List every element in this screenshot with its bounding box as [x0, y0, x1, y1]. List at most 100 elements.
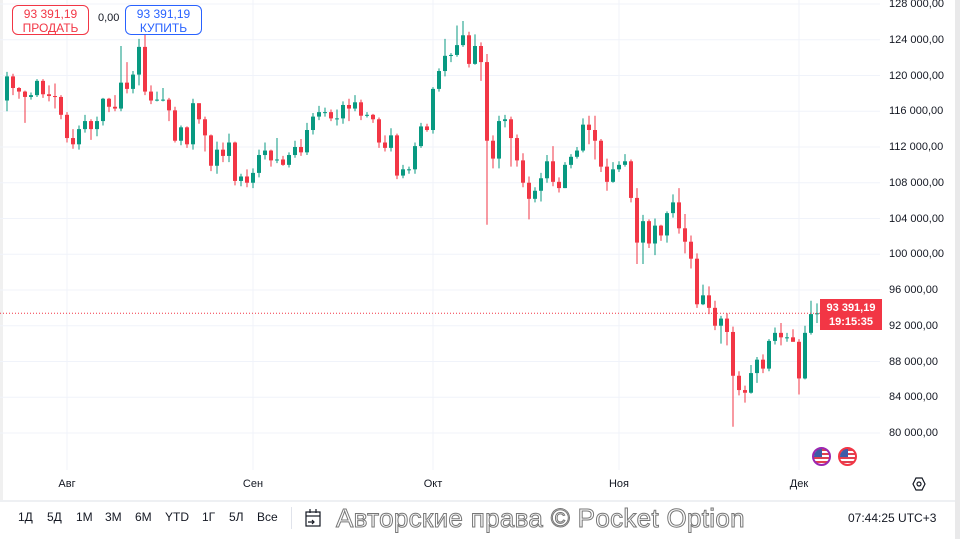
candle	[641, 214, 645, 265]
y-tick-label: 116 000,00	[889, 105, 944, 118]
candle	[509, 116, 513, 167]
candle-body	[161, 99, 165, 101]
candle-body	[77, 129, 81, 145]
candle-body	[125, 82, 129, 89]
candle	[443, 38, 447, 77]
candle-body	[725, 318, 729, 332]
candle	[119, 46, 123, 112]
candle	[455, 25, 459, 57]
candle	[635, 188, 639, 265]
y-tick-label: 104 000,00	[889, 212, 945, 225]
gear-icon[interactable]	[912, 477, 926, 491]
candle-body	[389, 135, 393, 148]
candle	[299, 138, 303, 156]
y-tick-label: 124 000,00	[889, 33, 945, 46]
range-button[interactable]: 6М	[135, 510, 152, 524]
range-button[interactable]: YTD	[165, 510, 189, 524]
range-button[interactable]: 1Д	[18, 510, 33, 524]
range-button[interactable]: Все	[257, 510, 278, 524]
candle-body	[107, 98, 111, 107]
candle-body	[503, 119, 507, 122]
range-button[interactable]: 3М	[105, 510, 122, 524]
candle	[59, 95, 63, 120]
candle	[53, 83, 57, 109]
x-tick-label: Дек	[789, 478, 809, 490]
us-flag-icon[interactable]	[838, 447, 857, 466]
candle	[647, 219, 651, 248]
candle-body	[221, 149, 225, 156]
candle	[707, 286, 711, 315]
candle-body	[17, 88, 21, 92]
candle-body	[401, 169, 405, 176]
candle	[281, 155, 285, 166]
candle	[581, 118, 585, 153]
candle	[389, 128, 393, 152]
clock-timezone[interactable]: 07:44:25 UTC+3	[848, 511, 937, 525]
candle-body	[239, 176, 243, 181]
range-button[interactable]: 1Г	[202, 510, 216, 524]
x-tick-label: Ноя	[608, 478, 630, 490]
range-button[interactable]: 5Д	[47, 510, 62, 524]
candle-body	[59, 96, 63, 115]
candle-body	[593, 130, 597, 141]
candle-body	[797, 341, 801, 379]
buy-price: 93 391,19	[136, 7, 191, 21]
sell-label: ПРОДАТЬ	[22, 21, 79, 35]
candle	[137, 38, 141, 86]
candle-body	[167, 99, 171, 111]
candle-body	[761, 359, 765, 369]
candle-body	[479, 46, 483, 63]
y-tick-label: 100 000,00	[889, 248, 945, 261]
y-tick-label: 96 000,00	[889, 284, 938, 296]
candle-body	[575, 150, 579, 157]
candle	[239, 173, 243, 187]
candle	[719, 315, 723, 344]
candle	[653, 218, 657, 256]
candle-body	[65, 114, 69, 139]
candlestick-chart[interactable]	[0, 0, 880, 470]
candle	[467, 31, 471, 68]
calendar-arrow-icon[interactable]	[304, 508, 322, 528]
candle	[125, 62, 129, 94]
candle-body	[179, 127, 183, 141]
candle	[197, 103, 201, 124]
candle	[293, 140, 297, 158]
candle	[395, 133, 399, 180]
candle	[11, 73, 15, 96]
range-button[interactable]: 5Л	[229, 510, 244, 524]
candle-body	[473, 46, 477, 64]
candle-body	[215, 149, 219, 166]
range-button[interactable]: 1М	[76, 510, 93, 524]
sell-button[interactable]: 93 391,19 ПРОДАТЬ	[12, 5, 89, 35]
candle	[287, 152, 291, 168]
candle-body	[383, 142, 387, 148]
candle-body	[419, 126, 423, 147]
y-tick-label: 88 000,00	[889, 355, 938, 368]
candle	[17, 87, 21, 99]
candle	[425, 123, 429, 132]
candle-body	[197, 103, 201, 120]
candle-body	[323, 112, 327, 114]
buy-button[interactable]: 93 391,19 КУПИТЬ	[125, 5, 202, 35]
candle	[731, 326, 735, 427]
candle	[191, 98, 195, 150]
candle-body	[155, 99, 159, 101]
candle-body	[425, 126, 429, 131]
candle	[665, 211, 669, 243]
candle-body	[491, 140, 495, 159]
us-flag-icon[interactable]	[812, 447, 831, 466]
right-edge	[955, 0, 960, 539]
y-tick-label: 92 000,00	[889, 319, 938, 332]
candle-body	[671, 202, 675, 214]
candle-body	[41, 80, 45, 95]
candle-body	[317, 112, 321, 117]
candle-body	[305, 130, 309, 153]
candle-body	[557, 181, 561, 189]
candle	[269, 149, 273, 167]
candle-body	[563, 164, 567, 189]
candle-body	[263, 150, 267, 156]
candle	[587, 115, 591, 145]
candle	[365, 112, 369, 118]
candle-body	[203, 119, 207, 136]
current-price-label: 93 391,19 19:15:35	[820, 299, 882, 330]
